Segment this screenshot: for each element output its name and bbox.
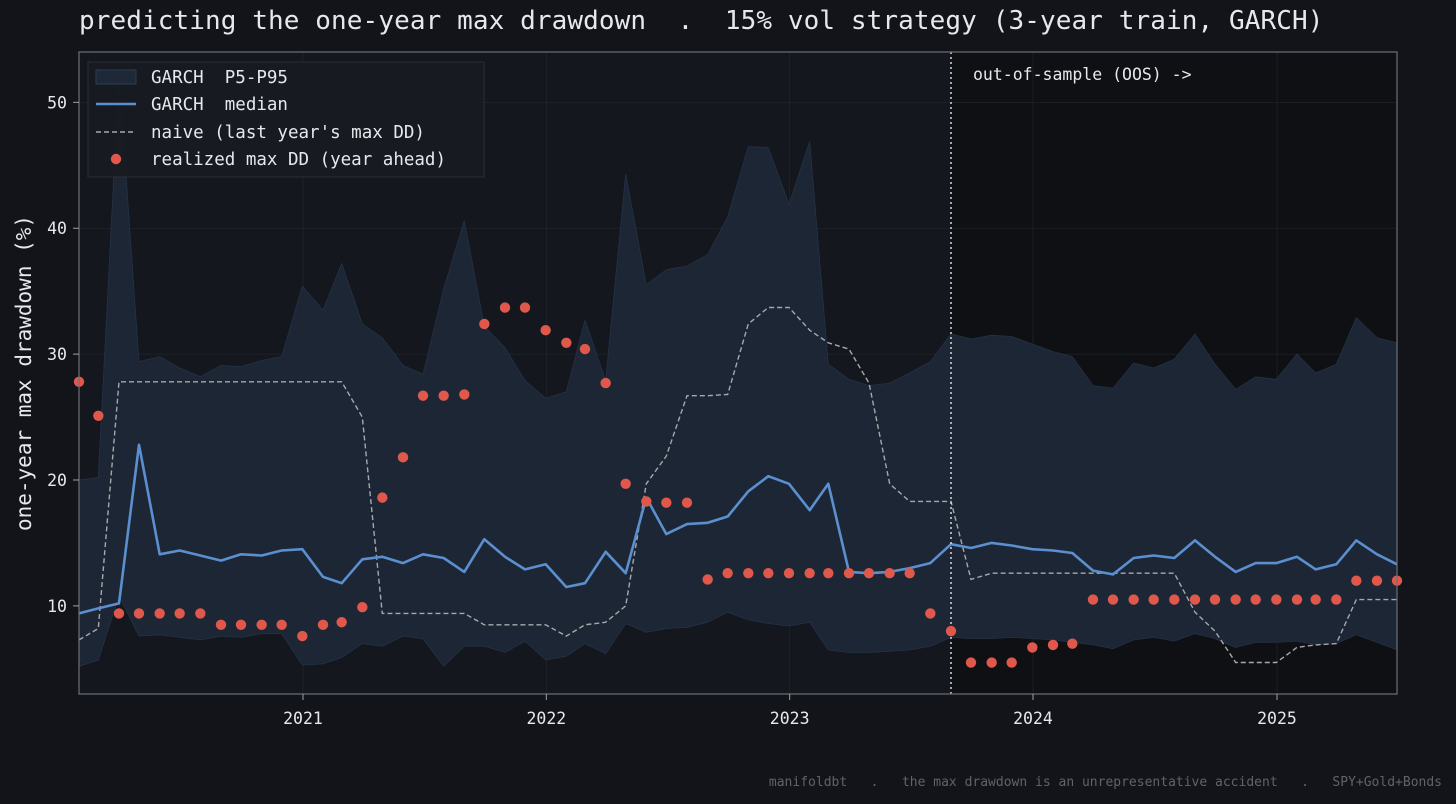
realized-point bbox=[215, 619, 227, 630]
realized-point bbox=[884, 567, 895, 579]
realized-point bbox=[357, 601, 368, 613]
realized-point bbox=[499, 302, 511, 313]
x-tick-label: 2022 bbox=[526, 709, 566, 728]
realized-point bbox=[641, 496, 652, 507]
realized-point bbox=[863, 567, 875, 579]
realized-point bbox=[1148, 594, 1159, 605]
realized-point bbox=[702, 574, 713, 585]
realized-point bbox=[417, 390, 429, 401]
realized-point bbox=[256, 619, 267, 630]
realized-point bbox=[904, 567, 915, 579]
realized-point bbox=[804, 567, 815, 579]
oos-label: out-of-sample (OOS) -> bbox=[973, 65, 1192, 84]
realized-point bbox=[397, 452, 409, 463]
legend-label: GARCH median bbox=[151, 95, 288, 115]
footer-credit: manifoldbt . the max drawdown is an unre… bbox=[768, 775, 1442, 790]
legend-swatch-realized bbox=[110, 153, 122, 165]
realized-point bbox=[438, 390, 449, 401]
realized-point bbox=[620, 478, 631, 489]
x-tick-label: 2024 bbox=[1013, 709, 1053, 728]
x-tick-label: 2021 bbox=[283, 709, 323, 728]
legend-box bbox=[87, 61, 485, 178]
realized-point bbox=[1291, 594, 1303, 605]
realized-point bbox=[945, 625, 957, 637]
realized-point bbox=[1230, 594, 1241, 605]
realized-point bbox=[1250, 594, 1261, 605]
realized-point bbox=[1169, 594, 1180, 605]
realized-point bbox=[579, 343, 591, 355]
realized-point bbox=[195, 608, 206, 619]
realized-point bbox=[743, 567, 754, 579]
realized-point bbox=[1067, 638, 1078, 649]
legend-swatch-band bbox=[95, 69, 137, 85]
realized-point bbox=[823, 567, 834, 579]
realized-point bbox=[174, 608, 185, 619]
realized-point bbox=[1047, 639, 1059, 651]
realized-point bbox=[1271, 594, 1282, 605]
realized-point bbox=[681, 497, 693, 508]
realized-point bbox=[1310, 594, 1321, 605]
realized-point bbox=[1351, 575, 1362, 586]
realized-point bbox=[1107, 594, 1119, 605]
realized-point bbox=[317, 619, 329, 630]
naive-series-line bbox=[78, 306, 1397, 664]
realized-point bbox=[276, 619, 287, 630]
realized-point bbox=[235, 619, 247, 630]
realized-point bbox=[1006, 657, 1017, 668]
realized-point bbox=[1027, 642, 1038, 653]
realized-point bbox=[479, 318, 490, 330]
legend-label: realized max DD (year ahead) bbox=[151, 150, 446, 170]
realized-point bbox=[336, 617, 347, 628]
realized-point bbox=[113, 608, 125, 619]
x-tick-label: 2025 bbox=[1257, 709, 1297, 728]
realized-point bbox=[1087, 594, 1099, 605]
realized-point bbox=[722, 567, 733, 579]
y-tick-label: 20 bbox=[47, 471, 67, 490]
realized-point bbox=[540, 325, 551, 336]
realized-point bbox=[763, 567, 774, 579]
realized-point bbox=[519, 302, 531, 313]
x-tick-label: 2023 bbox=[770, 709, 810, 728]
realized-point bbox=[1209, 594, 1221, 605]
realized-point bbox=[843, 567, 855, 579]
plot-frame bbox=[78, 51, 1398, 695]
realized-point bbox=[377, 492, 388, 503]
realized-point bbox=[133, 608, 145, 619]
median-series-line bbox=[78, 443, 1398, 615]
realized-point bbox=[561, 337, 572, 348]
chart-title: predicting the one-year max drawdown . 1… bbox=[79, 6, 1324, 36]
y-tick-label: 40 bbox=[47, 219, 67, 238]
realized-point bbox=[93, 410, 104, 421]
realized-point bbox=[965, 657, 977, 668]
realized-point bbox=[1371, 575, 1383, 586]
realized-point bbox=[783, 567, 795, 579]
realized-point bbox=[986, 657, 997, 668]
realized-point bbox=[1128, 594, 1139, 605]
realized-point bbox=[1189, 594, 1201, 605]
y-axis-label: one-year max drawdown (%) bbox=[12, 215, 36, 531]
realized-point bbox=[600, 377, 611, 389]
legend: GARCH P5-P95 GARCH median naive (last year… bbox=[87, 61, 485, 178]
legend-label: GARCH P5-P95 bbox=[151, 68, 288, 88]
realized-point bbox=[1331, 594, 1342, 605]
y-tick-label: 50 bbox=[47, 93, 67, 112]
realized-point bbox=[925, 608, 936, 619]
y-tick-label: 30 bbox=[47, 345, 67, 364]
y-tick-label: 10 bbox=[47, 597, 67, 616]
realized-point bbox=[459, 389, 470, 400]
legend-label: naive (last year's max DD) bbox=[151, 123, 425, 143]
realized-point bbox=[661, 497, 672, 508]
realized-point bbox=[154, 608, 165, 619]
realized-point bbox=[297, 630, 308, 642]
